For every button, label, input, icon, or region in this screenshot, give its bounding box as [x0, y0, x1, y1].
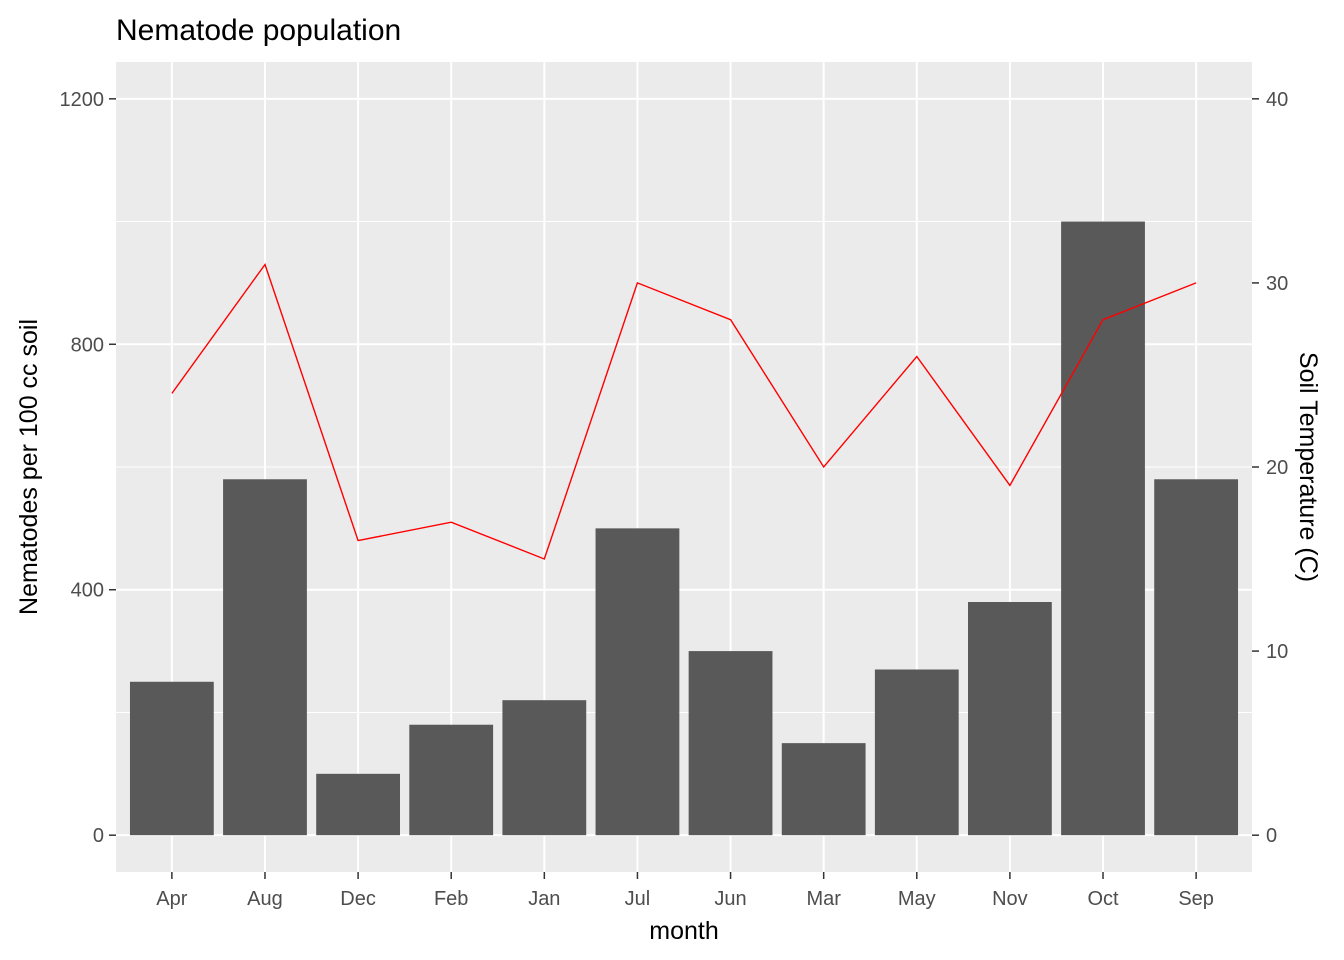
chart-title: Nematode population: [116, 14, 401, 47]
bar-series: [129, 221, 1239, 836]
y-tick-label: 0: [93, 825, 104, 847]
x-tick-label: Nov: [992, 888, 1028, 910]
x-tick-label: Jan: [528, 888, 560, 910]
bar-nov: [968, 602, 1052, 836]
x-axis-title: month: [649, 917, 718, 945]
x-tick-label: Apr: [156, 888, 187, 910]
temperature-line: [171, 262, 1197, 560]
bar-feb: [409, 724, 494, 836]
bar-jul: [595, 528, 680, 836]
line-series: [171, 262, 1197, 560]
y2-tick-label: 0: [1266, 825, 1277, 847]
y-axis-left: 0 400 800 1200: [60, 89, 116, 847]
bar-oct: [1061, 221, 1145, 836]
x-tick-label: Mar: [806, 888, 841, 910]
bar-jun: [688, 651, 773, 836]
y2-tick-label: 20: [1266, 457, 1288, 479]
y2-tick-label: 40: [1266, 89, 1288, 111]
y-axis-title: Nematodes per 100 cc soil: [15, 319, 43, 615]
x-axis: Apr Aug Dec Feb Jan Jul Jun Mar May Nov Oct Sep: [156, 872, 1214, 910]
y2-tick-label: 10: [1266, 641, 1288, 663]
x-tick-label: May: [898, 888, 936, 910]
bar-may: [874, 669, 959, 836]
x-tick-label: Feb: [434, 888, 468, 910]
y2-tick-label: 30: [1266, 273, 1288, 295]
bar-aug: [223, 479, 307, 836]
x-tick-label: Dec: [340, 888, 376, 910]
bar-jan: [502, 700, 587, 836]
x-tick-label: Oct: [1087, 888, 1119, 910]
bar-mar: [781, 743, 866, 836]
bar-dec: [316, 773, 400, 836]
x-tick-label: Jul: [625, 888, 651, 910]
x-tick-label: Sep: [1178, 888, 1214, 910]
y-tick-label: 800: [71, 334, 104, 356]
y2-axis-title: Soil Temperature (C): [1294, 352, 1322, 582]
bar-sep: [1154, 479, 1239, 836]
x-tick-label: Aug: [247, 888, 283, 910]
y-axis-right: 0 10 20 30 40: [1252, 89, 1288, 847]
y-tick-label: 1200: [60, 89, 105, 111]
y-tick-label: 400: [71, 580, 104, 602]
bar-apr: [129, 681, 214, 836]
x-tick-label: Jun: [714, 888, 746, 910]
